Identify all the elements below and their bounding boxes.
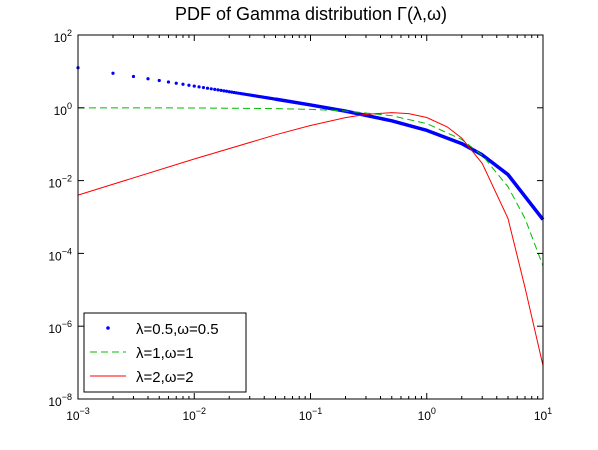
x-tick-label-base: 10	[418, 409, 432, 423]
series-1-point	[201, 85, 206, 90]
series-1-point	[216, 88, 220, 92]
y-tick-label-exponent: −8	[62, 392, 72, 402]
y-tick-label: 10−8	[48, 392, 72, 409]
y-tick-label-exponent: 2	[67, 28, 72, 38]
x-tick-label-exponent: −2	[196, 406, 206, 416]
legend-label-1: λ=0.5,ω=0.5	[136, 321, 219, 338]
y-tick-label-base: 10	[54, 31, 68, 45]
series-1-line	[275, 97, 545, 221]
y-tick-label: 10−2	[48, 174, 72, 191]
x-axis-ticks: 10−3 10−2 10−1 100 101	[66, 35, 552, 423]
chart-legend: λ=0.5,ω=0.5 λ=1,ω=1 λ=2,ω=2	[83, 312, 247, 393]
legend-label-2: λ=1,ω=1	[136, 345, 194, 362]
series-1-point	[219, 88, 223, 92]
chart-title: PDF of Gamma distribution Γ(λ,ω)	[175, 4, 447, 24]
y-tick-label: 100	[54, 101, 72, 118]
y-tick-label: 102	[54, 28, 72, 45]
series-1-point	[181, 82, 185, 86]
series-2-line	[77, 107, 544, 267]
x-tick-label-exponent: 1	[547, 406, 552, 416]
series-3-line	[77, 112, 544, 366]
x-tick-label-base: 10	[299, 409, 313, 423]
x-tick-label-base: 10	[66, 409, 80, 423]
series-1-point	[213, 87, 217, 91]
x-tick-label-base: 10	[182, 409, 196, 423]
series-1-point	[166, 80, 171, 84]
x-tick-label-exponent: 0	[431, 406, 436, 416]
legend-label-3: λ=2,ω=2	[136, 369, 194, 386]
x-tick-label: 100	[418, 406, 436, 423]
y-tick-label-base: 10	[54, 104, 68, 118]
series-1-markers	[76, 66, 278, 101]
series-1-point	[146, 77, 150, 81]
x-tick-label: 10−1	[299, 406, 323, 423]
y-tick-label-exponent: −6	[62, 319, 72, 329]
y-tick-label-base: 10	[48, 322, 62, 336]
y-tick-label-base: 10	[48, 249, 62, 263]
x-tick-label: 101	[534, 406, 552, 423]
y-tick-label-base: 10	[48, 177, 62, 191]
x-tick-label: 10−2	[182, 406, 206, 423]
y-tick-label: 10−4	[48, 246, 72, 263]
series-1-point	[131, 74, 136, 79]
series-1-point	[205, 86, 210, 90]
x-tick-label-exponent: −3	[80, 406, 90, 416]
y-tick-label: 10−6	[48, 319, 72, 336]
x-tick-label: 10−3	[66, 406, 90, 423]
legend-box	[83, 312, 247, 393]
series-1-point	[225, 89, 229, 93]
series-1-point	[111, 71, 115, 75]
y-tick-label-exponent: 0	[67, 101, 72, 111]
legend-marker-1	[106, 326, 110, 330]
y-tick-label-exponent: −4	[62, 246, 72, 256]
series-1-point	[187, 83, 191, 87]
series-layer	[76, 66, 545, 366]
series-1-point	[222, 89, 226, 93]
series-1-point	[157, 78, 161, 83]
y-tick-label-base: 10	[48, 395, 62, 409]
series-1-point	[192, 84, 196, 88]
x-tick-label-base: 10	[534, 409, 548, 423]
series-1-point	[197, 85, 201, 89]
y-tick-label-exponent: −2	[62, 174, 72, 184]
series-1-point	[174, 81, 178, 85]
series-1-point	[209, 87, 213, 91]
series-1-point	[230, 90, 234, 94]
x-tick-label-exponent: −1	[312, 406, 322, 416]
series-1-point	[227, 90, 231, 94]
